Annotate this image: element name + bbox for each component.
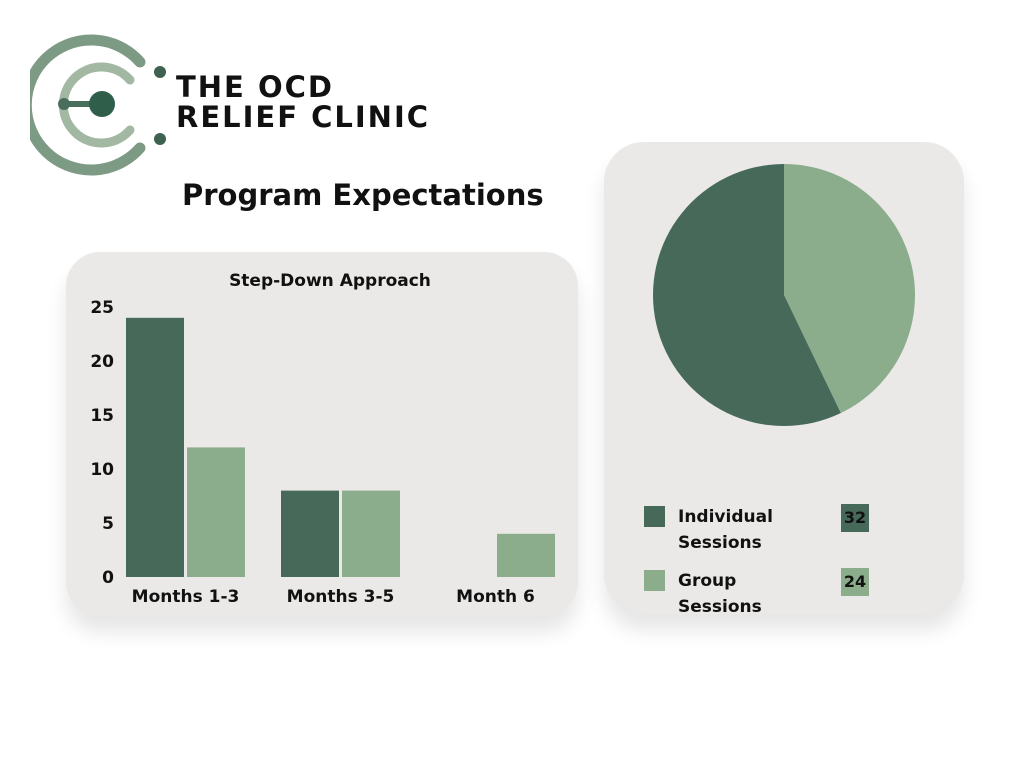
pie-slice [784,164,915,414]
page-title: Program Expectations [182,178,544,212]
logo-outer-ring [30,34,146,176]
bar [187,447,245,577]
pie-chart [653,164,915,427]
clinic-name: THE OCD RELIEF CLINIC [176,72,430,132]
y-tick-label: 20 [90,352,114,372]
y-tick-label: 0 [102,568,114,588]
y-tick-label: 25 [90,298,114,318]
bar [281,490,339,577]
pie-slice [653,164,841,427]
x-tick-label: Months 1-3 [132,587,240,607]
clinic-name-line-2: RELIEF CLINIC [176,100,431,134]
legend-value-group: 24 [841,568,869,596]
clinic-name-line-1: THE OCD [176,70,334,104]
legend-swatch-individual [644,506,665,527]
x-tick-label: Months 3-5 [287,587,395,607]
logo-dot-left [58,98,70,110]
legend-swatch-group [644,570,665,591]
bar-chart-title: Step-Down Approach [229,271,431,291]
y-tick-label: 15 [90,406,114,426]
bar [126,317,184,577]
clinic-logo-icon [30,34,166,176]
bar [497,533,555,577]
logo-dot-bottom [154,133,166,145]
y-tick-label: 10 [90,460,114,480]
pie-chart-card: Individual Sessions 32 Group Sessions 24 [604,142,964,617]
x-tick-label: Month 6 [456,587,535,607]
legend-label-individual: Individual Sessions [678,507,773,553]
bar [342,490,400,577]
bar-chart-card: Step-Down Approach 0 5 10 15 20 25 Months 1-3 M… [66,252,578,616]
bar-chart: Step-Down Approach 0 5 10 15 20 25 Months 1-3 M… [90,271,555,607]
logo-center-dot [89,91,115,117]
y-tick-label: 5 [102,514,114,534]
logo-dot-top [154,66,166,78]
legend-value-individual: 32 [841,504,869,532]
legend-label-group: Group Sessions [678,571,762,617]
